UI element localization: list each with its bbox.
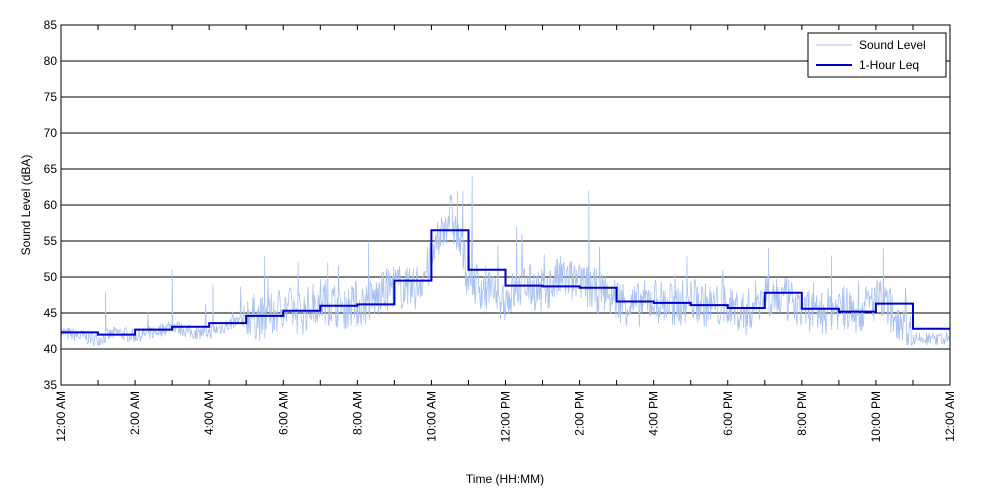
y-tick-label: 50 [44, 270, 58, 284]
y-tick-label: 55 [44, 234, 58, 248]
x-tick-label: 10:00 AM [424, 391, 438, 442]
legend: Sound Level 1-Hour Leq [807, 32, 947, 78]
x-axis-ticks: 12:00 AM 2:00 AM 4:00 AM 6:00 AM 8:00 AM 10:0… [54, 25, 957, 442]
y-tick-label: 80 [44, 54, 58, 68]
x-tick-label: 12:00 AM [54, 391, 68, 442]
x-tick-label: 6:00 PM [721, 391, 735, 436]
y-tick-label: 40 [44, 342, 58, 356]
x-tick-label: 12:00 PM [499, 391, 513, 442]
x-tick-label: 10:00 PM [869, 391, 883, 442]
x-tick-label: 6:00 AM [276, 391, 290, 435]
legend-label-leq: 1-Hour Leq [859, 58, 919, 72]
y-tick-label: 85 [44, 18, 58, 32]
x-tick-label: 4:00 PM [647, 391, 661, 436]
x-tick-label: 8:00 PM [795, 391, 809, 436]
legend-box [807, 32, 947, 78]
y-tick-label: 65 [44, 162, 58, 176]
x-tick-label: 2:00 AM [128, 391, 142, 435]
y-tick-label: 75 [44, 90, 58, 104]
x-tick-label: 2:00 PM [573, 391, 587, 436]
x-tick-label: 4:00 AM [202, 391, 216, 435]
x-tick-label: 12:00 AM [943, 391, 957, 442]
y-tick-label: 70 [44, 126, 58, 140]
y-tick-label: 60 [44, 198, 58, 212]
x-tick-label: 8:00 AM [350, 391, 364, 435]
legend-label-sound-level: Sound Level [859, 38, 926, 52]
leq-series [61, 229, 950, 336]
y-tick-label: 45 [44, 306, 58, 320]
y-axis-label: Sound Level (dBA) [19, 155, 33, 256]
y-axis-ticks: 35 40 45 50 55 60 65 70 75 80 85 [44, 18, 950, 392]
x-axis-label: Time (HH:MM) [466, 472, 544, 486]
leq-step-line [61, 229, 950, 336]
y-tick-label: 35 [44, 378, 58, 392]
